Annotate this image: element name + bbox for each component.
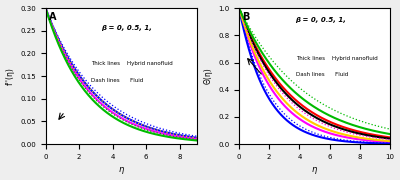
Y-axis label: Θ(η): Θ(η) xyxy=(204,68,212,84)
Text: Dash lines      Fluid: Dash lines Fluid xyxy=(91,78,143,83)
Y-axis label: f''(η): f''(η) xyxy=(6,67,14,85)
Text: β = 0, 0.5, 1,: β = 0, 0.5, 1, xyxy=(295,17,346,23)
Text: Dash lines      Fluid: Dash lines Fluid xyxy=(296,72,349,77)
X-axis label: η: η xyxy=(118,165,124,174)
Text: A: A xyxy=(49,12,56,22)
Text: β = 0, 0.5, 1,: β = 0, 0.5, 1, xyxy=(102,25,152,31)
Text: Thick lines    Hybrid nanofluid: Thick lines Hybrid nanofluid xyxy=(91,61,173,66)
Text: B: B xyxy=(242,12,249,22)
X-axis label: η: η xyxy=(312,165,317,174)
Text: Thick lines    Hybrid nanofluid: Thick lines Hybrid nanofluid xyxy=(296,56,378,61)
